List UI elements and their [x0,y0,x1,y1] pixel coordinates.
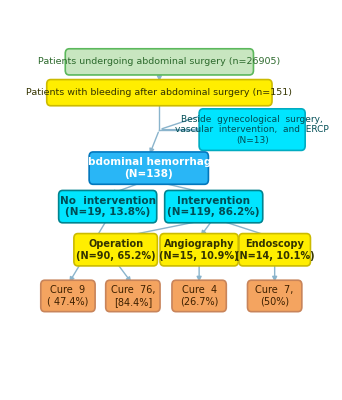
FancyBboxPatch shape [106,280,160,312]
FancyBboxPatch shape [239,234,311,266]
FancyBboxPatch shape [89,152,208,184]
Text: Cure  4
(26.7%): Cure 4 (26.7%) [180,285,218,307]
FancyBboxPatch shape [199,109,305,150]
Text: Cure  9
( 47.4%): Cure 9 ( 47.4%) [47,285,89,307]
FancyBboxPatch shape [41,280,95,312]
FancyBboxPatch shape [165,190,263,223]
Text: Endoscopy
(N=14, 10.1%): Endoscopy (N=14, 10.1%) [235,239,315,260]
Text: Cure  76,
[84.4%]: Cure 76, [84.4%] [110,285,155,307]
Text: Patients with bleeding after abdominal surgery (n=151): Patients with bleeding after abdominal s… [26,88,292,97]
FancyBboxPatch shape [59,190,157,223]
FancyBboxPatch shape [172,280,226,312]
Text: Angiography
(N=15, 10.9%): Angiography (N=15, 10.9%) [159,239,239,260]
FancyBboxPatch shape [65,49,253,75]
Text: Patients undergoing abdominal surgery (n=26905): Patients undergoing abdominal surgery (n… [38,57,280,66]
Text: Abdominal hemorrhage
(N=138): Abdominal hemorrhage (N=138) [80,157,218,179]
FancyBboxPatch shape [74,234,157,266]
FancyBboxPatch shape [47,80,272,106]
Text: No  intervention
(N=19, 13.8%): No intervention (N=19, 13.8%) [60,196,156,218]
FancyBboxPatch shape [248,280,302,312]
Text: Intervention
(N=119, 86.2%): Intervention (N=119, 86.2%) [168,196,260,218]
Text: Cure  7,
(50%): Cure 7, (50%) [255,285,294,307]
FancyBboxPatch shape [160,234,238,266]
Text: Beside  gynecological  surgery,
vascular  intervention,  and  ERCP
(N=13): Beside gynecological surgery, vascular i… [175,115,329,144]
Text: Operation
(N=90, 65.2%): Operation (N=90, 65.2%) [76,239,156,260]
